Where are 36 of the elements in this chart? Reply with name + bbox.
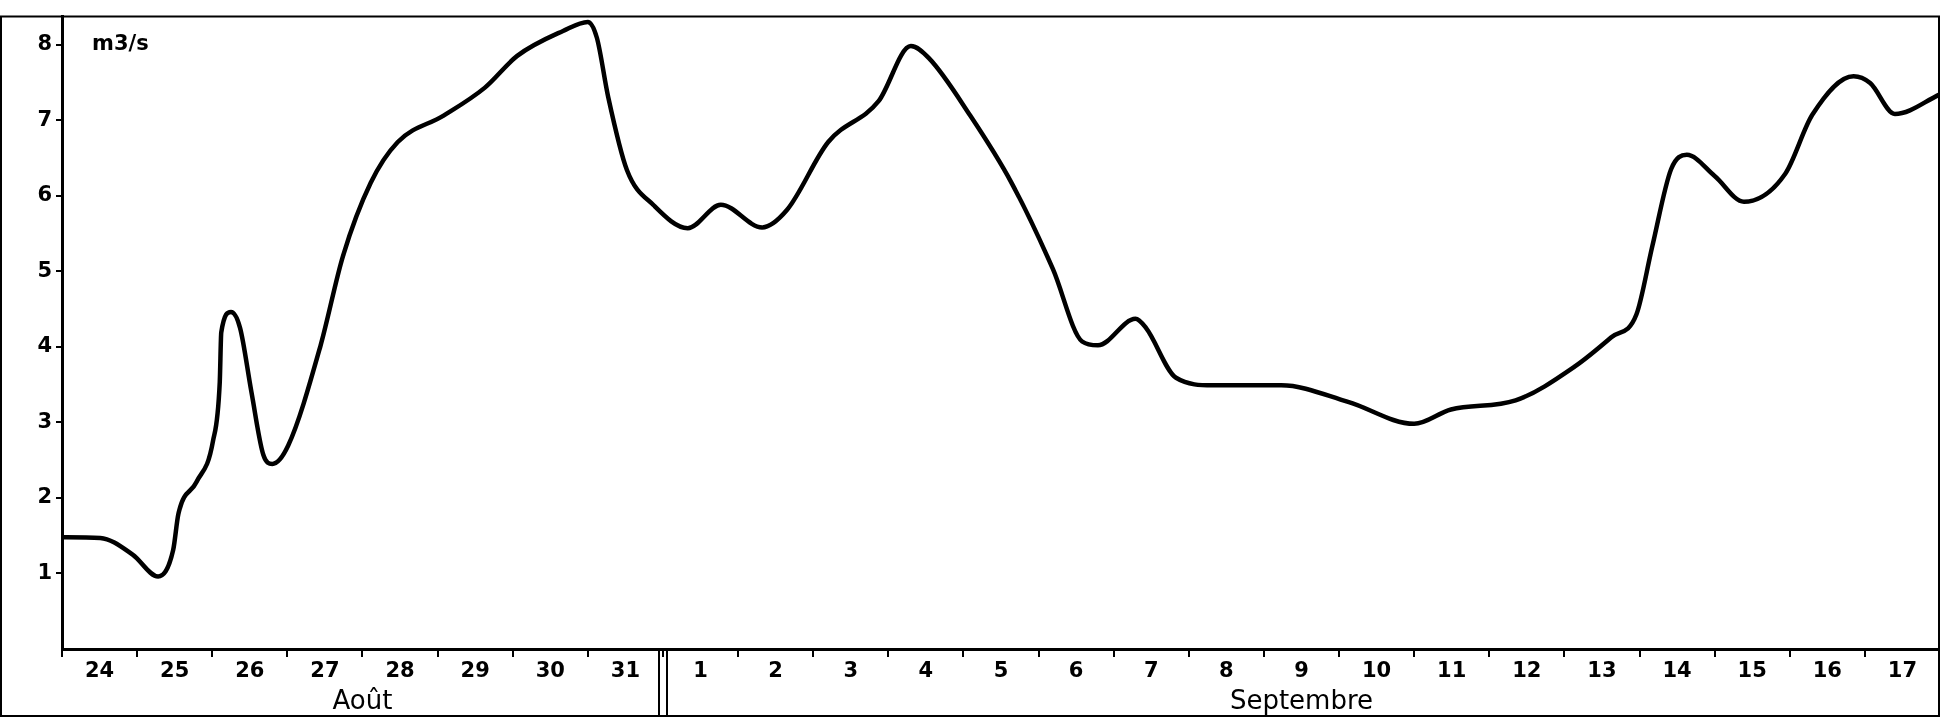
text: Septembre: [1229, 684, 1374, 715]
x-tick-label: 1: [693, 658, 708, 683]
x-tick-label: 3: [843, 658, 859, 683]
x-tick-label: 15: [1737, 658, 1767, 683]
x-tick-label: 28: [385, 658, 415, 683]
x-tick-label: 9: [1294, 658, 1309, 683]
y-tick-label: 5: [37, 257, 52, 282]
x-tick-label: 17: [1887, 658, 1918, 683]
y-tick-label: 1: [37, 559, 52, 584]
x-tick-label: 6: [1068, 658, 1084, 683]
y-tick-label: 4: [37, 333, 52, 358]
x-tick-label: 30: [535, 658, 565, 683]
y-tick-label: 6: [37, 182, 52, 207]
y-tick-label: 2: [37, 484, 52, 509]
x-tick-label: 25: [160, 658, 190, 683]
x-tick-label: 11: [1437, 658, 1467, 683]
y-tick-label: 3: [37, 408, 52, 433]
x-tick-label: 16: [1812, 658, 1842, 683]
x-tick-label: 8: [1219, 658, 1234, 683]
y-tick-label: 7: [37, 106, 52, 131]
x-tick-label: 12: [1512, 658, 1542, 683]
y-tick-label: 8: [37, 31, 52, 56]
x-tick-label: 10: [1361, 658, 1392, 683]
x-tick-label: 13: [1587, 658, 1617, 683]
y-axis-title: m3/s: [92, 31, 149, 56]
x-tick-label: 24: [84, 658, 115, 683]
x-tick-label: 27: [310, 658, 340, 683]
x-tick-label: 29: [460, 658, 490, 683]
x-tick-label: 26: [235, 658, 265, 683]
x-tick-label: 14: [1662, 658, 1692, 683]
text: Août: [332, 684, 393, 715]
x-tick-label: 2: [768, 658, 783, 683]
x-tick-label: 5: [993, 658, 1009, 683]
x-tick-label: 31: [610, 658, 641, 683]
x-tick-label: 7: [1143, 658, 1159, 683]
x-tick-label: 4: [918, 658, 934, 683]
